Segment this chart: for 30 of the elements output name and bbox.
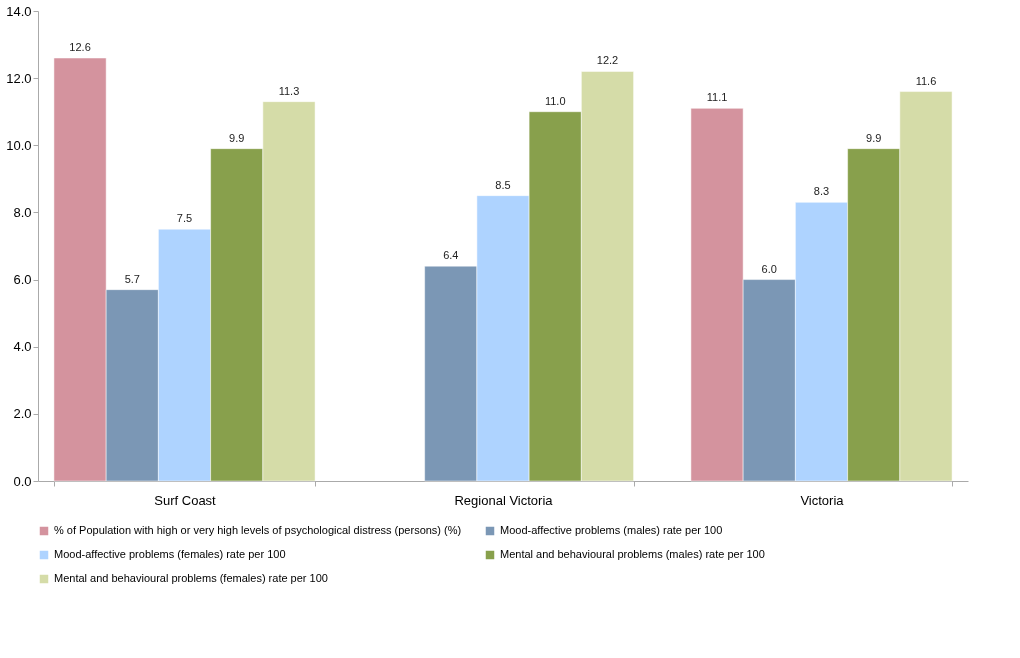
x-tick-label: Surf Coast xyxy=(154,492,217,508)
data-label: 5.7 xyxy=(124,272,140,285)
y-tick-label: 12.0 xyxy=(6,70,32,86)
y-tick-label: 0.0 xyxy=(13,473,32,489)
y-tick-label: 2.0 xyxy=(13,406,32,422)
data-label: 7.5 xyxy=(176,212,193,225)
y-tick-label: 8.0 xyxy=(13,204,32,220)
data-label: 11.6 xyxy=(915,74,937,87)
legend-label: Mood-affective problems (males) rate per 100 xyxy=(500,524,723,536)
data-label: 6.4 xyxy=(443,249,459,262)
y-tick-label: 4.0 xyxy=(13,339,32,355)
data-label: 11.1 xyxy=(706,91,728,104)
data-label: 11.3 xyxy=(278,84,300,97)
y-tick-label: 6.0 xyxy=(13,272,32,288)
data-label: 9.9 xyxy=(866,131,882,144)
data-label: 8.5 xyxy=(495,178,511,191)
x-tick-label: Regional Victoria xyxy=(454,492,554,508)
data-label: 6.0 xyxy=(761,262,777,275)
data-label: 9.9 xyxy=(229,131,245,144)
y-tick-label: 10.0 xyxy=(6,137,32,153)
legend-label: Mental and behavioural problems (males) rate per 100 xyxy=(500,548,765,560)
legend-label: Mental and behavioural problems (females) rate per 100 xyxy=(54,572,328,584)
y-tick-label: 14.0 xyxy=(6,3,32,19)
legend-label: Mood-affective problems (females) rate per 100 xyxy=(54,548,286,560)
x-tick-label: Victoria xyxy=(800,492,845,508)
legend-label: % of Population with high or very high levels of psychological distress (persons) (%) xyxy=(54,524,462,536)
data-label: 8.3 xyxy=(813,185,830,198)
data-label: 12.2 xyxy=(596,54,619,67)
data-label: 11.0 xyxy=(544,94,566,107)
data-label: 12.6 xyxy=(69,41,91,53)
